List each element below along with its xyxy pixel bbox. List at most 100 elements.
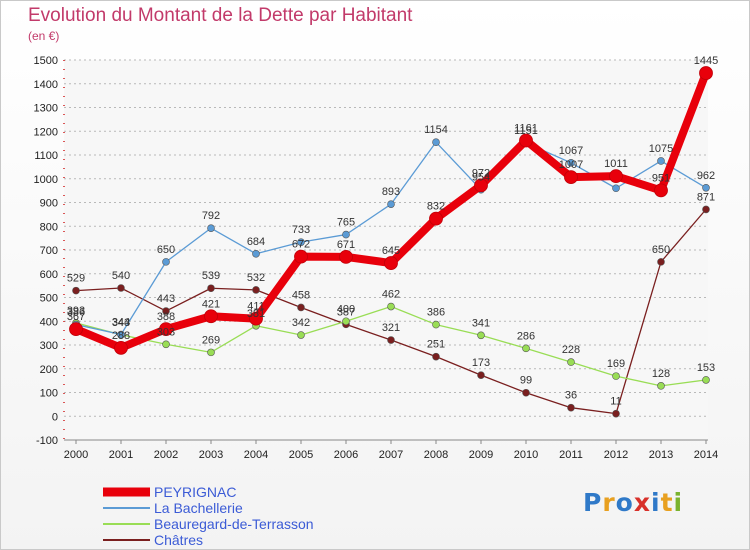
data-point (117, 284, 125, 292)
data-point (69, 322, 83, 336)
data-point (567, 159, 575, 167)
y-tick-label: 1000 (34, 174, 58, 186)
data-label: 832 (427, 201, 445, 213)
data-label: 153 (697, 362, 715, 374)
data-label: 169 (607, 358, 625, 370)
logo-letter: o (615, 488, 634, 517)
data-label: 1007 (559, 159, 583, 171)
data-label: 400 (337, 303, 355, 315)
data-label: 388 (157, 311, 175, 323)
logo-letter: P (583, 488, 603, 517)
data-point (519, 133, 533, 148)
data-label: 286 (517, 330, 535, 342)
x-tick-label: 2008 (424, 449, 448, 461)
y-tick-label: 500 (40, 293, 58, 305)
x-tick-label: 2007 (379, 449, 403, 461)
data-label: 1067 (559, 145, 583, 157)
data-point (387, 336, 395, 344)
y-tick-label: 800 (40, 221, 58, 233)
data-label: 972 (472, 167, 490, 179)
data-label: 381 (247, 308, 265, 320)
data-label: 421 (202, 298, 220, 310)
data-label: 532 (247, 272, 265, 284)
legend-label: Beauregard-de-Terrasson (154, 516, 314, 532)
y-tick-label: 400 (40, 316, 58, 328)
data-label: 672 (292, 239, 310, 251)
data-label: 893 (382, 186, 400, 198)
y-tick-label: 1100 (34, 150, 58, 162)
data-point (567, 358, 575, 366)
y-tick-label: 1400 (34, 79, 58, 91)
y-tick-label: 1300 (34, 103, 58, 115)
data-label: 462 (382, 289, 400, 301)
data-label: 1151 (514, 125, 538, 137)
legend-label: Châtres (154, 532, 203, 548)
legend-label: La Bachellerie (154, 500, 243, 516)
data-label: 269 (202, 334, 220, 346)
proxiti-logo: Proxiti (583, 488, 683, 517)
data-label: 1011 (604, 158, 628, 170)
y-tick-label: 300 (40, 340, 58, 352)
data-point (657, 382, 665, 390)
y-tick-label: 700 (40, 245, 58, 257)
x-tick-label: 2009 (469, 449, 493, 461)
logo-letter: x (633, 488, 651, 517)
data-label: 650 (157, 244, 175, 256)
data-label: 954 (472, 172, 490, 184)
data-label: 342 (292, 317, 310, 329)
data-point (612, 372, 620, 380)
data-label: 173 (472, 357, 490, 369)
data-label: 1161 (514, 123, 538, 135)
data-point (612, 184, 620, 193)
data-label: 529 (67, 273, 85, 285)
x-tick-label: 2010 (514, 449, 538, 461)
data-label: 684 (247, 236, 265, 248)
data-label: 650 (652, 244, 670, 256)
data-point (612, 409, 620, 418)
data-point (162, 340, 170, 349)
data-point (207, 224, 215, 232)
data-point (207, 348, 215, 357)
data-point (342, 317, 350, 326)
data-label: 387 (337, 306, 355, 318)
data-label: 341 (472, 317, 490, 329)
x-tick-label: 2005 (289, 449, 313, 461)
data-point (474, 178, 488, 193)
data-point (702, 376, 710, 384)
data-label: 733 (292, 224, 310, 236)
x-tick-label: 2002 (154, 449, 178, 461)
y-tick-label: 1500 (34, 55, 58, 67)
data-point (609, 169, 623, 184)
data-point (297, 303, 305, 312)
x-tick-label: 2012 (604, 449, 628, 461)
data-point (429, 211, 443, 226)
data-label: 458 (292, 289, 310, 301)
data-label: 411 (247, 301, 265, 313)
data-label: 792 (202, 210, 220, 222)
legend-label: PEYRIGNAC (154, 484, 236, 500)
x-tick-label: 2014 (694, 449, 718, 461)
y-tick-label: 0 (52, 411, 58, 423)
y-tick-label: 1200 (34, 126, 58, 138)
data-point (297, 238, 305, 246)
data-point (432, 138, 440, 146)
x-tick-label: 2013 (649, 449, 673, 461)
data-label: 1154 (424, 124, 448, 136)
data-point (114, 340, 128, 355)
data-label: 228 (562, 344, 580, 356)
data-label: 344 (112, 317, 130, 329)
x-tick-label: 2000 (64, 449, 88, 461)
data-label: 288 (112, 330, 130, 342)
data-point (432, 320, 440, 329)
data-point (339, 249, 353, 264)
logo-letter: r (602, 488, 616, 517)
logo-letter: t (660, 488, 674, 517)
data-label: 303 (157, 326, 175, 338)
x-tick-label: 2001 (109, 449, 133, 461)
data-point (252, 250, 260, 258)
data-label: 951 (652, 172, 670, 184)
chart-title: Evolution du Montant de la Dette par Hab… (28, 5, 413, 26)
data-point (204, 309, 218, 324)
data-point (657, 258, 665, 266)
data-label: 671 (337, 239, 355, 251)
